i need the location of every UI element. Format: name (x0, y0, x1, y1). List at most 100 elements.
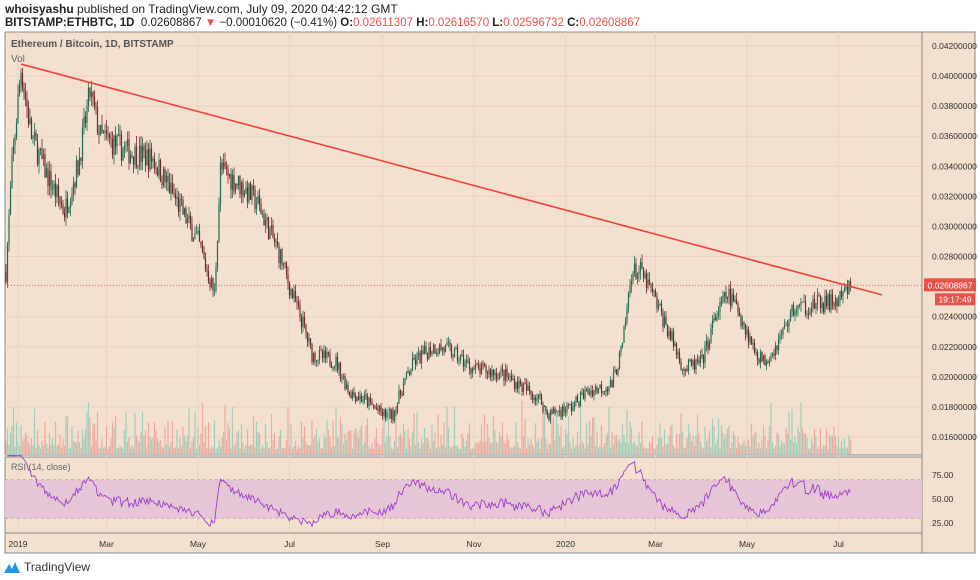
volume-bar (20, 425, 22, 455)
volume-bar (441, 444, 444, 455)
volume-bar (566, 433, 568, 455)
volume-bar (32, 444, 34, 455)
volume-bar (711, 419, 714, 455)
volume-bar (492, 416, 495, 455)
candle-body (731, 293, 733, 307)
volume-bar (408, 437, 411, 455)
candle-body (149, 148, 151, 170)
volume-bar (507, 439, 510, 455)
volume-bar (291, 448, 294, 455)
volume-bar (50, 444, 52, 455)
candle-body (162, 169, 165, 186)
candle-body (381, 412, 384, 416)
candle-body (606, 389, 609, 392)
volume-bar (362, 445, 364, 455)
candle-body (161, 181, 163, 186)
candle-body (723, 291, 726, 296)
volume-bar (456, 446, 459, 455)
candle-body (306, 332, 309, 342)
volume-bar (722, 432, 724, 455)
candle-body (692, 359, 694, 366)
candle-body (615, 369, 618, 375)
candle-body (189, 215, 192, 225)
candle-body (591, 390, 594, 397)
volume-bar (741, 443, 744, 455)
price-chart[interactable]: 0.04200000 0.04000000 0.03800000 0.03600000… (0, 0, 980, 560)
volume-bar (342, 443, 345, 455)
volume-bar (276, 448, 279, 455)
volume-bar (608, 407, 610, 455)
volume-bar (663, 430, 666, 455)
volume-bar (257, 432, 259, 455)
volume-bar (803, 433, 805, 455)
volume-bar (305, 441, 307, 455)
volume-bar (533, 447, 535, 455)
candle-body (141, 146, 144, 162)
candle-body (290, 289, 292, 296)
volume-bar (398, 436, 400, 455)
candle-body (123, 146, 126, 150)
volume-bar (251, 444, 253, 455)
time-tick-label: Sep (375, 539, 390, 549)
candle-body (620, 346, 622, 352)
volume-bar (335, 407, 337, 455)
tradingview-logo: TradingView (3, 560, 90, 574)
candle-body (533, 397, 535, 400)
volume-bar (324, 438, 327, 455)
candle-body (482, 363, 484, 365)
volume-bar (92, 423, 94, 455)
candle-body (578, 402, 580, 407)
volume-bar (635, 445, 637, 455)
candle-body (609, 380, 612, 387)
candle-body (353, 392, 355, 396)
candle-body (363, 394, 366, 401)
volume-bar (30, 438, 33, 455)
volume-bar (125, 411, 127, 455)
candle-body (780, 334, 783, 336)
candle-body (248, 183, 250, 202)
candle-body (114, 135, 117, 147)
volume-bar (459, 448, 462, 455)
candle-body (585, 389, 588, 390)
candle-body (246, 187, 249, 202)
candle-body (497, 378, 499, 380)
candle-body (618, 351, 621, 369)
candle-body (60, 203, 63, 206)
volume-bar (726, 428, 729, 455)
candle-body (78, 157, 81, 175)
volume-bar (650, 444, 652, 455)
candle-body (806, 313, 808, 315)
volume-bar (231, 407, 234, 455)
candle-body (701, 354, 703, 356)
volume-bar (404, 430, 406, 455)
volume-bar (179, 437, 181, 455)
candle-body (272, 225, 274, 238)
volume-bar (117, 447, 120, 455)
candle-body (179, 199, 181, 212)
volume-bar (383, 418, 385, 455)
volume-bar (374, 438, 376, 455)
volume-bar (582, 443, 585, 455)
volume-bar (783, 443, 786, 455)
brand-name: TradingView (24, 560, 91, 574)
volume-bar (192, 437, 195, 455)
volume-bar (228, 427, 231, 455)
candle-body (90, 91, 93, 97)
author[interactable]: whoisyashu (5, 2, 74, 16)
volume-bar (645, 447, 648, 455)
candle-body (621, 342, 624, 347)
candle-body (315, 361, 318, 363)
volume-bar (825, 428, 828, 455)
candle-body (803, 301, 805, 303)
candle-body (713, 317, 715, 321)
volume-bar (797, 427, 799, 455)
volume-bar (311, 419, 313, 455)
candle-body (758, 359, 760, 363)
volume-bar (77, 431, 79, 455)
volume-bar (845, 448, 847, 455)
candle-body (435, 352, 438, 354)
candle-body (302, 316, 304, 328)
volume-bar (321, 448, 324, 455)
candle-body (774, 345, 777, 356)
volume-bar (477, 443, 480, 455)
